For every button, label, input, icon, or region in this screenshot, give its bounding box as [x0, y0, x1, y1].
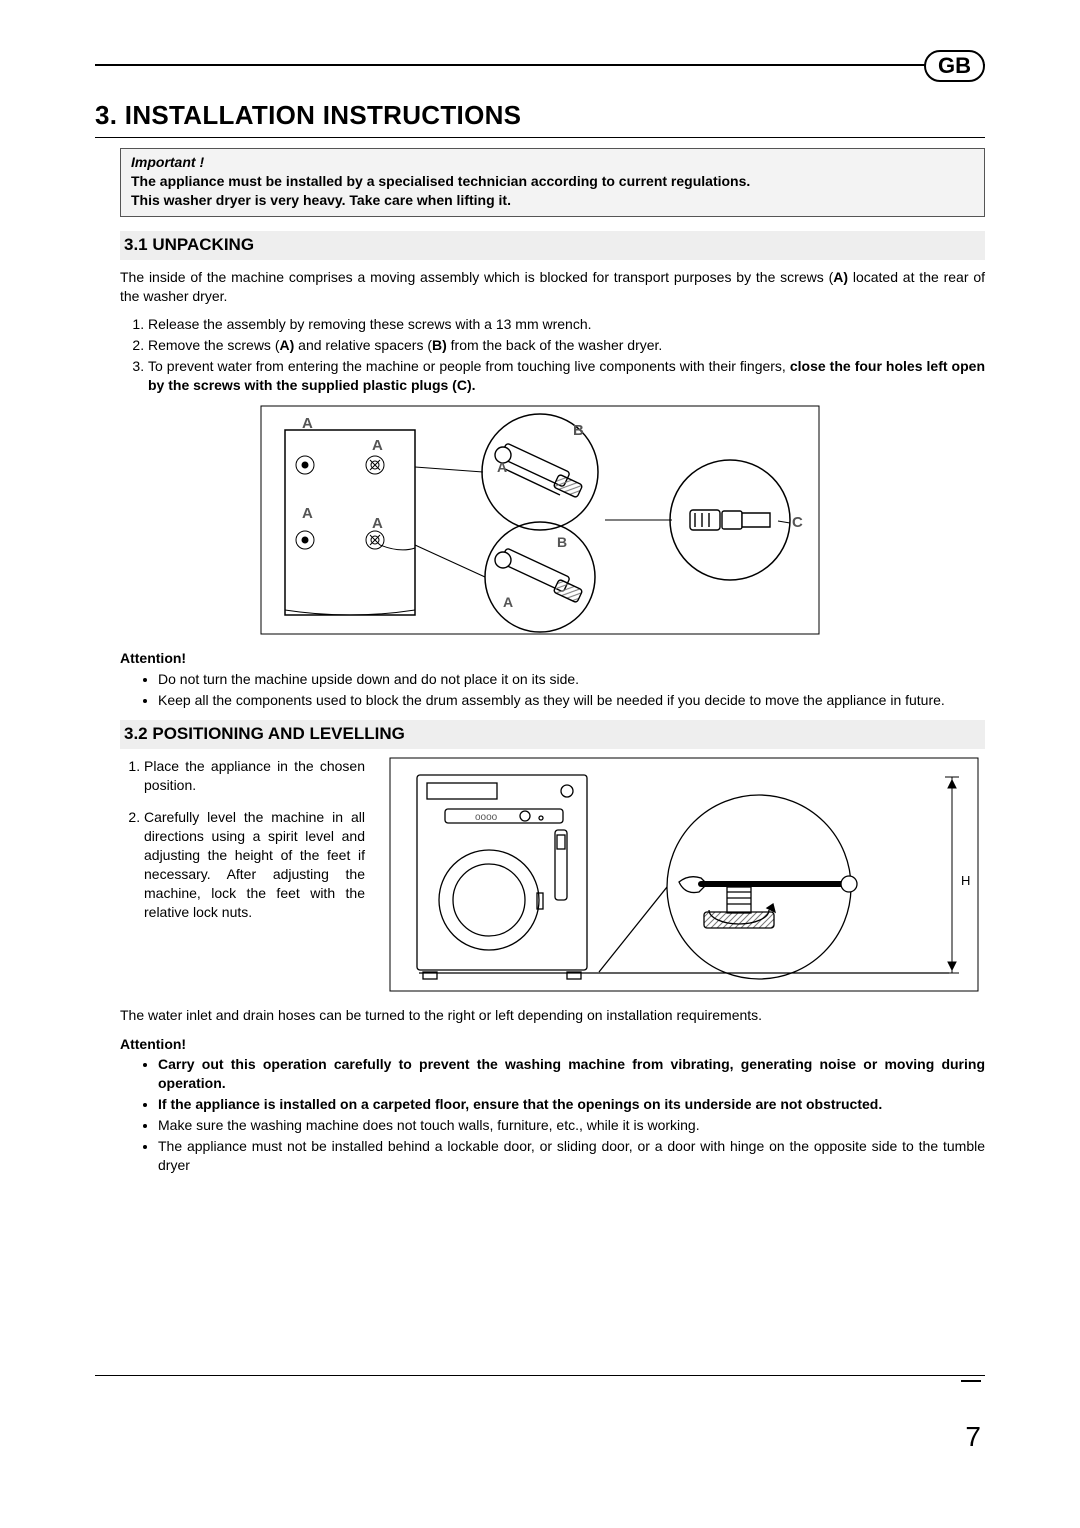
positioning-text: Place the appliance in the chosen positi…	[120, 757, 365, 936]
page-number: 7	[965, 1421, 981, 1452]
svg-text:C: C	[792, 514, 803, 531]
svg-text:A: A	[372, 437, 383, 454]
important-callout: Important ! The appliance must be instal…	[120, 148, 985, 217]
svg-text:H: H	[961, 873, 970, 888]
page-number-area: 7	[95, 1380, 985, 1456]
header-rule	[95, 64, 985, 66]
header-bar: GB	[95, 50, 985, 80]
list-item: Do not turn the machine upside down and …	[158, 670, 985, 689]
attention-label: Attention!	[120, 649, 985, 668]
label-a: A	[302, 415, 313, 432]
unpacking-steps: Release the assembly by removing these s…	[120, 315, 985, 395]
list-item: If the appliance is installed on a carpe…	[158, 1095, 985, 1114]
region-badge: GB	[924, 50, 985, 82]
page-number-bar-icon	[961, 1380, 981, 1382]
ref-a: A)	[279, 337, 294, 353]
text: and relative spacers (	[294, 337, 432, 353]
list-item: Carefully level the machine in all direc…	[144, 808, 365, 921]
list-item: Remove the screws (A) and relative space…	[148, 336, 985, 355]
unpacking-intro: The inside of the machine comprises a mo…	[120, 268, 985, 306]
svg-text:A: A	[497, 459, 507, 475]
figure-levelling: oooo	[389, 757, 979, 992]
text: from the back of the washer dryer.	[447, 337, 663, 353]
figure-unpacking: A A A A B A B A	[95, 405, 985, 635]
svg-text:A: A	[302, 505, 313, 522]
svg-text:B: B	[557, 534, 567, 550]
list-item: The appliance must not be installed behi…	[158, 1137, 985, 1175]
svg-text:A: A	[372, 515, 383, 532]
list-item: Keep all the components used to block th…	[158, 691, 985, 710]
svg-text:oooo: oooo	[475, 812, 498, 823]
text: To prevent water from entering the machi…	[148, 358, 790, 374]
hoses-note: The water inlet and drain hoses can be t…	[120, 1006, 985, 1025]
attention-label-2: Attention!	[120, 1035, 985, 1054]
title-underline	[95, 137, 985, 138]
attention-list-2: Carry out this operation carefully to pr…	[120, 1055, 985, 1174]
attention-list-1: Do not turn the machine upside down and …	[120, 670, 985, 710]
footer-rule	[95, 1375, 985, 1376]
list-item: Release the assembly by removing these s…	[148, 315, 985, 334]
text: The inside of the machine comprises a mo…	[120, 269, 833, 285]
important-line-1: The appliance must be installed by a spe…	[131, 172, 974, 191]
important-label: Important !	[131, 153, 974, 172]
list-item: Carry out this operation carefully to pr…	[158, 1055, 985, 1093]
subheading-positioning: 3.2 POSITIONING AND LEVELLING	[120, 720, 985, 749]
ref-a: A)	[833, 269, 848, 285]
important-line-2: This washer dryer is very heavy. Take ca…	[131, 191, 974, 210]
list-item: Place the appliance in the chosen positi…	[144, 757, 365, 795]
svg-text:A: A	[503, 594, 513, 610]
page-title: 3. INSTALLATION INSTRUCTIONS	[95, 98, 985, 133]
ref-b: B)	[432, 337, 447, 353]
svg-text:B: B	[573, 422, 584, 439]
subheading-unpacking: 3.1 UNPACKING	[120, 231, 985, 260]
positioning-row: Place the appliance in the chosen positi…	[120, 757, 985, 992]
list-item: Make sure the washing machine does not t…	[158, 1116, 985, 1135]
unpacking-diagram: A A A A B A B A	[260, 405, 820, 635]
list-item: To prevent water from entering the machi…	[148, 357, 985, 395]
levelling-diagram: oooo	[389, 757, 979, 992]
footer: 7	[95, 1375, 985, 1456]
text: Remove the screws (	[148, 337, 279, 353]
